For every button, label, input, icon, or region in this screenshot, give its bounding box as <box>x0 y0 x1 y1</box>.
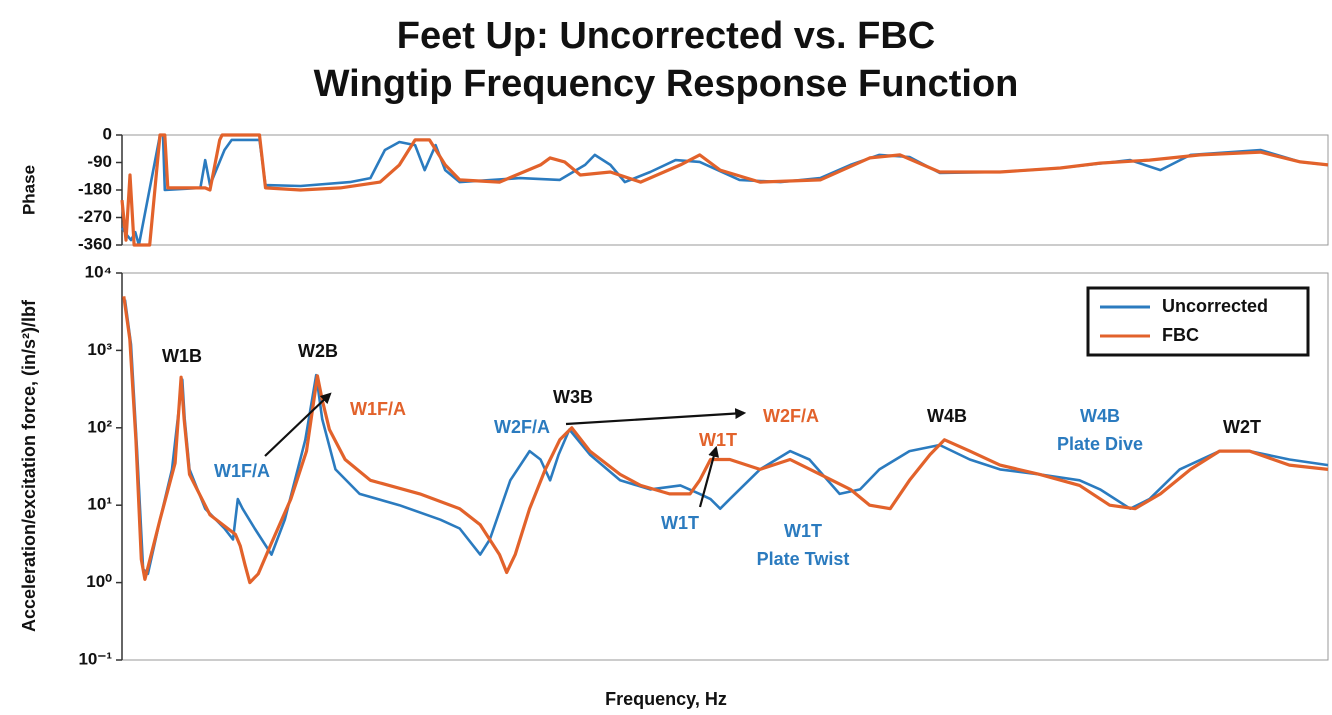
annotation: W3B <box>553 387 593 407</box>
annotation: W1T <box>661 513 699 533</box>
annotation: W1T <box>699 430 737 450</box>
y-tick-label: 10⁻¹ <box>78 649 112 668</box>
annotation-arrow <box>264 392 332 457</box>
x-axis-label: Frequency, Hz <box>605 689 727 709</box>
annotation: W4B <box>927 406 967 426</box>
annotation: W2F/A <box>494 417 550 437</box>
y-tick-label: 10³ <box>87 340 112 359</box>
y-tick-label: 10⁰ <box>86 572 112 591</box>
data-line <box>120 133 1329 247</box>
annotation: W2T <box>1223 417 1261 437</box>
y-tick-label: -90 <box>87 152 112 171</box>
annotation: W1T <box>784 521 822 541</box>
annotation: W2F/A <box>763 406 819 426</box>
legend-label: FBC <box>1162 325 1199 345</box>
annotation: Plate Dive <box>1057 434 1143 454</box>
y-tick-label: 10² <box>87 417 112 436</box>
y-tick-label: 10⁴ <box>85 262 112 281</box>
annotation: W4B <box>1080 406 1120 426</box>
legend-label: Uncorrected <box>1162 296 1268 316</box>
y-axis-label: Acceleration/excitation force, (in/s²)/l… <box>19 299 39 632</box>
chart-title: Feet Up: Uncorrected vs. FBC <box>397 15 935 57</box>
legend-box <box>1086 286 1310 357</box>
y-tick-label: -270 <box>78 207 112 226</box>
annotation-arrow <box>698 445 720 508</box>
annotation: W1F/A <box>214 461 270 481</box>
y-tick-label: -360 <box>78 234 112 253</box>
y-tick-label: -180 <box>78 179 112 198</box>
y-tick-label: 0 <box>103 124 112 143</box>
chart-subtitle: Wingtip Frequency Response Function <box>314 63 1019 105</box>
y-tick-label: 10¹ <box>87 495 112 514</box>
annotation: W2B <box>298 341 338 361</box>
annotation: W1F/A <box>350 399 406 419</box>
y-axis-label: Phase <box>19 165 38 215</box>
annotation-arrow <box>565 408 747 426</box>
annotation: Plate Twist <box>757 549 850 569</box>
data-line <box>122 296 1329 585</box>
annotation: W1B <box>162 346 202 366</box>
